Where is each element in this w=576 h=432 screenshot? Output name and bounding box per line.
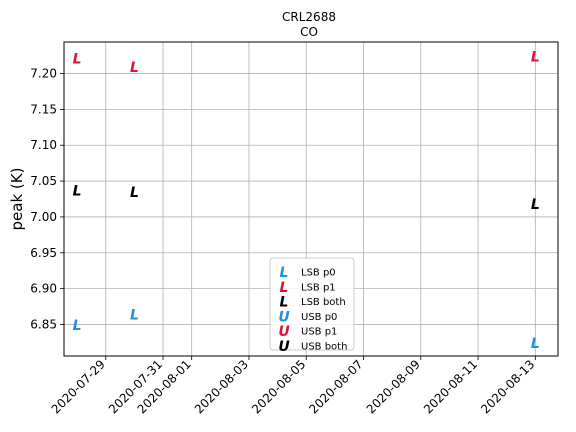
chart-subtitle: CO [300, 25, 318, 39]
data-point-lsb-both: L [130, 185, 139, 201]
data-point-lsb-both: L [73, 183, 82, 199]
y-axis-ticks: 6.85 6.90 6.95 7.00 7.05 7.10 7.15 7.20 [30, 67, 64, 331]
legend-frame [269, 257, 355, 351]
y-tick-label: 7.15 [30, 102, 57, 116]
y-tick-label: 6.90 [30, 282, 57, 296]
data-point-lsb-p0: L [531, 336, 540, 352]
legend-entry: LSB both [301, 297, 346, 308]
y-tick-label: 7.05 [30, 174, 57, 188]
legend-marker: L [280, 265, 289, 281]
legend-entry: USB both [301, 342, 347, 353]
data-point-lsb-p1: L [531, 49, 540, 65]
legend-marker: L [280, 280, 289, 296]
legend: L LSB p0 L LSB p1 L LSB both U USB p0 U USB p1 U US… [269, 257, 355, 355]
legend-marker: L [280, 295, 289, 311]
data-point-lsb-p0: L [73, 318, 82, 334]
data-point-lsb-both: L [531, 197, 540, 213]
y-axis-label: peak (K) [8, 168, 26, 231]
legend-marker: U [278, 324, 290, 340]
legend-entry: USB p1 [301, 327, 337, 338]
data-point-lsb-p0: L [130, 307, 139, 323]
legend-entry: LSB p0 [301, 268, 336, 279]
legend-entry: USB p0 [301, 312, 337, 323]
data-point-lsb-p1: L [73, 51, 82, 67]
legend-marker: U [278, 309, 290, 325]
y-tick-label: 7.00 [30, 210, 57, 224]
y-tick-label: 7.20 [30, 67, 57, 81]
data-point-lsb-p1: L [130, 60, 139, 76]
y-tick-label: 7.10 [30, 138, 57, 152]
y-tick-label: 6.85 [30, 317, 57, 331]
chart-title: CRL2688 [282, 10, 336, 24]
y-tick-label: 6.95 [30, 246, 57, 260]
legend-entry: LSB p1 [301, 282, 336, 293]
plot-frame [63, 41, 559, 357]
legend-marker: U [278, 339, 290, 355]
